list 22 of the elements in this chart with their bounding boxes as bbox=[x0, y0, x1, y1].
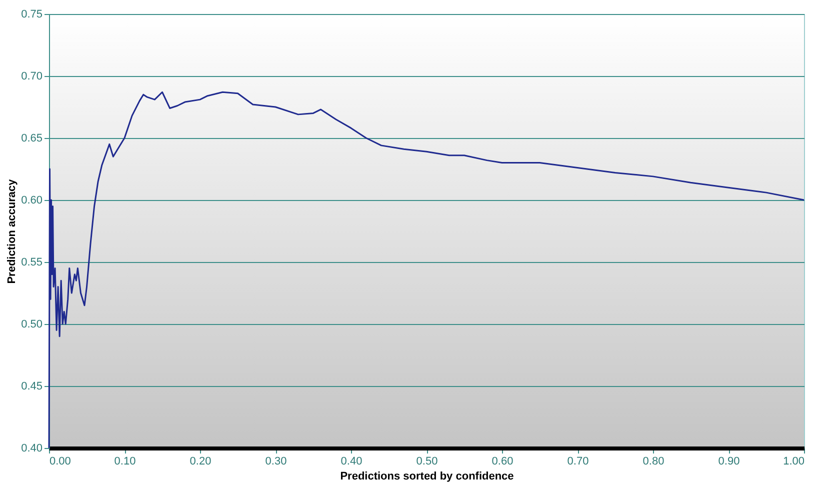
y-axis-title: Prediction accuracy bbox=[6, 178, 18, 284]
y-tick-label: 0.55 bbox=[21, 256, 42, 268]
x-tick-label: 0.50 bbox=[416, 456, 438, 468]
x-tick-label: 0.60 bbox=[492, 456, 514, 468]
x-tick-label: 0.30 bbox=[265, 456, 287, 468]
y-tick-label: 0.75 bbox=[21, 8, 42, 20]
x-tick-label: 0.90 bbox=[718, 456, 740, 468]
x-tick-label: 0.00 bbox=[50, 456, 71, 468]
x-tick-label: 0.70 bbox=[567, 456, 589, 468]
y-tick-label: 0.40 bbox=[21, 442, 42, 454]
x-axis-title: Predictions sorted by confidence bbox=[340, 470, 514, 482]
y-tick-label: 0.60 bbox=[21, 194, 42, 206]
x-tick-label: 0.10 bbox=[114, 456, 136, 468]
y-tick-label: 0.45 bbox=[21, 380, 42, 392]
y-tick-label: 0.50 bbox=[21, 318, 42, 330]
x-tick-label: 1.00 bbox=[783, 456, 804, 468]
line-series bbox=[48, 91, 805, 449]
y-tick-label: 0.70 bbox=[21, 70, 42, 82]
x-tick-label: 0.40 bbox=[340, 456, 362, 468]
y-tick-label: 0.65 bbox=[21, 132, 42, 144]
x-tick-label: 0.20 bbox=[190, 456, 212, 468]
x-tick-label: 0.80 bbox=[642, 456, 664, 468]
